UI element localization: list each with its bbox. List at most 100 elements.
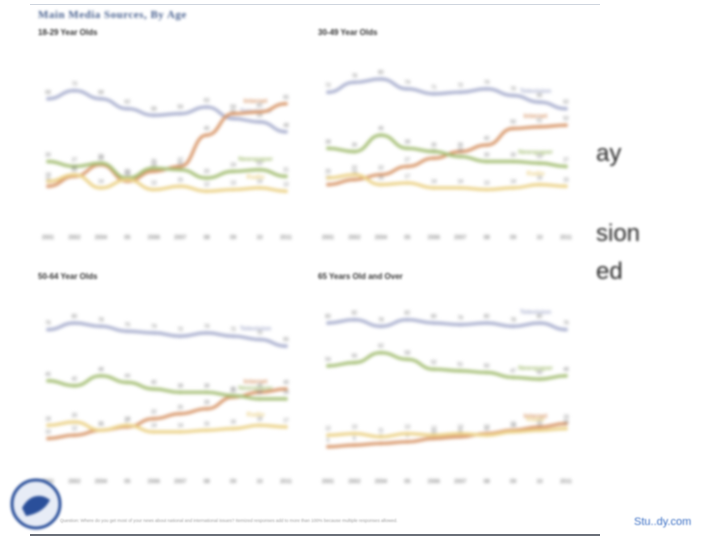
data-label: 21 <box>283 167 289 173</box>
data-point-tv <box>99 97 103 101</box>
data-point-radio <box>537 428 542 433</box>
data-label: 75 <box>125 322 131 328</box>
data-label: 38 <box>204 383 210 389</box>
x-tick-label: 2006 <box>148 235 160 241</box>
logo-seal-icon <box>10 478 62 530</box>
data-point-tv <box>326 90 330 94</box>
data-point-internet <box>405 440 410 444</box>
chart-title: 18-29 Year Olds <box>38 28 98 37</box>
data-label: 80 <box>431 314 437 320</box>
data-point-tv <box>379 324 383 329</box>
x-tick-label: 2007 <box>454 479 466 485</box>
data-label: 62 <box>563 100 569 106</box>
series-line-internet <box>326 422 568 449</box>
data-label: 65 <box>283 95 289 101</box>
data-point-tv <box>125 106 130 111</box>
data-label: 78 <box>378 317 384 323</box>
data-label: 22 <box>72 166 78 172</box>
data-point-internet <box>257 390 262 395</box>
side-text-line-1: ay <box>596 140 622 167</box>
data-point-tv <box>458 322 463 327</box>
data-point-newspaper <box>537 161 542 165</box>
data-point-tv <box>511 93 515 98</box>
data-point-radio <box>125 423 130 428</box>
chart-panel-18-29: 18-29 Year Olds 68736862585963565448Tele… <box>38 28 308 268</box>
data-label: 28 <box>98 156 104 162</box>
data-point-newspaper <box>151 166 156 170</box>
data-label: 15 <box>98 421 104 427</box>
data-label: 70 <box>257 331 263 337</box>
data-label: 50 <box>484 364 490 370</box>
line-chart: 76 80 78 75 74 72 74 72 70 66 Television 10 12 15 17 22… <box>42 314 292 485</box>
data-point-newspaper <box>178 390 183 395</box>
series-line-radio <box>326 173 568 192</box>
data-point-internet <box>46 184 50 189</box>
data-label: 74 <box>204 324 210 330</box>
data-point-internet <box>458 149 463 154</box>
data-label: 26 <box>151 159 157 165</box>
data-label: 10 <box>431 430 437 436</box>
data-label: 68 <box>45 90 51 96</box>
x-tick-label: 2006 <box>428 479 440 485</box>
data-label: 29 <box>537 154 543 160</box>
data-label: 82 <box>352 311 358 317</box>
data-point-radio <box>46 179 50 184</box>
data-label: 27 <box>563 157 569 163</box>
data-label: 18 <box>45 416 51 422</box>
data-label: 34 <box>257 390 263 396</box>
data-label: 51 <box>457 362 463 368</box>
data-point-newspaper <box>46 378 50 383</box>
data-label: 62 <box>378 344 384 350</box>
data-label: 15 <box>563 177 569 183</box>
watermark-link[interactable]: Stu..dy.com <box>634 516 692 528</box>
data-label: 46 <box>378 126 384 132</box>
data-label: 16 <box>378 176 384 182</box>
data-label: 20 <box>325 169 331 175</box>
data-point-newspaper <box>431 149 436 154</box>
line-chart: 68736862585963565448Television1521281824… <box>42 82 292 241</box>
data-point-tv <box>537 321 542 325</box>
data-label: 13 <box>352 425 358 431</box>
data-point-newspaper <box>484 159 489 164</box>
data-point-newspaper <box>72 383 77 388</box>
chart-title: 30-49 Year Olds <box>318 28 378 37</box>
data-point-radio <box>564 426 568 431</box>
series-label-internet: Internet <box>524 113 549 120</box>
data-label: 30 <box>484 153 490 159</box>
data-label: 24 <box>151 162 157 168</box>
data-point-tv <box>178 111 183 116</box>
data-label: 22 <box>151 410 157 416</box>
data-label: 12 <box>325 426 331 432</box>
data-point-newspaper <box>326 146 330 151</box>
data-point-radio <box>326 176 330 180</box>
data-label: 21 <box>72 167 78 173</box>
data-label: 60 <box>257 103 263 109</box>
data-point-newspaper <box>99 374 103 378</box>
data-label: 46 <box>537 370 543 376</box>
data-point-tv <box>564 327 568 332</box>
data-point-tv <box>231 334 235 338</box>
data-label: 72 <box>325 83 331 89</box>
data-label: 72 <box>230 327 236 333</box>
data-point-radio <box>257 423 262 428</box>
footer-note: Question: Where do you get most of your … <box>60 518 398 523</box>
data-point-tv <box>352 317 357 322</box>
data-point-newspaper <box>99 161 103 165</box>
data-point-tv <box>46 327 50 332</box>
data-point-radio <box>204 189 209 193</box>
data-label: 12 <box>204 182 210 188</box>
data-point-radio <box>151 430 156 434</box>
data-label: 20 <box>72 413 78 419</box>
data-point-internet <box>284 101 288 106</box>
x-tick-label: 08 <box>484 235 490 241</box>
data-point-radio <box>405 431 410 436</box>
data-point-newspaper <box>458 154 463 159</box>
data-label: 25 <box>177 161 183 167</box>
series-line-newspaper <box>46 159 288 180</box>
data-point-internet <box>564 421 568 426</box>
data-point-internet <box>379 172 383 177</box>
data-point-tv <box>511 324 515 329</box>
data-point-internet <box>326 444 330 449</box>
data-point-newspaper <box>178 167 183 172</box>
x-tick-label: 2011 <box>560 235 572 241</box>
